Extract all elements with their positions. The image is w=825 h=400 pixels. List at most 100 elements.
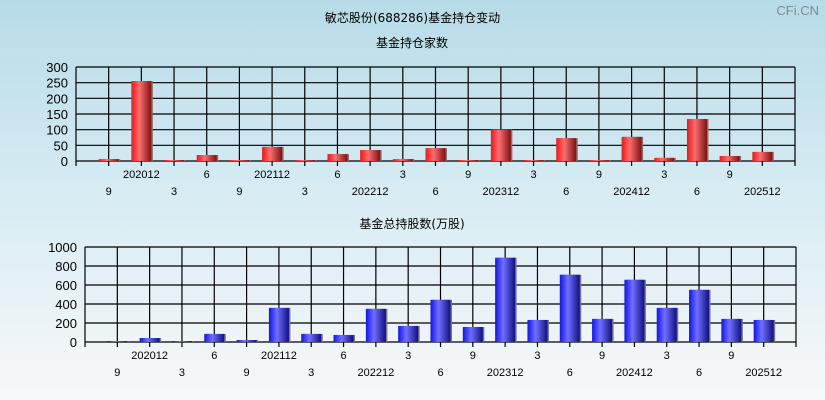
x-tick-label: 3	[171, 186, 177, 198]
bar	[98, 159, 119, 161]
x-tick-label: 202012	[123, 169, 160, 181]
x-tick-label: 6	[204, 169, 210, 181]
bar	[588, 160, 609, 161]
x-tick-label: 6	[696, 367, 702, 379]
x-tick-label: 3	[179, 367, 185, 379]
bar	[621, 136, 642, 161]
x-tick-label: 202312	[483, 186, 520, 198]
x-tick-label: 6	[563, 186, 569, 198]
y-tick-label: 1000	[48, 240, 77, 255]
x-tick-label: 202412	[613, 186, 650, 198]
bar	[236, 340, 257, 342]
chart-title-holders: 基金持仓家数	[376, 35, 448, 50]
bar	[495, 257, 516, 342]
y-tick-label: 250	[46, 76, 68, 91]
bar	[462, 326, 483, 342]
x-tick-label: 3	[534, 350, 540, 362]
bar	[360, 150, 381, 161]
bar	[262, 146, 283, 161]
x-tick-label: 202212	[358, 367, 395, 379]
x-tick-label: 6	[437, 367, 443, 379]
x-tick-label: 202312	[487, 367, 524, 379]
y-tick-label: 50	[54, 138, 68, 153]
y-tick-label: 100	[46, 123, 68, 138]
bar	[592, 318, 613, 342]
bar	[204, 333, 225, 342]
x-tick-label: 3	[661, 169, 667, 181]
bar	[430, 299, 451, 342]
bar	[131, 81, 152, 161]
bar	[752, 151, 773, 161]
bar	[556, 138, 577, 161]
x-tick-label: 202012	[131, 350, 168, 362]
bar	[398, 325, 419, 342]
bar	[229, 160, 250, 161]
bar	[490, 129, 511, 161]
x-tick-label: 9	[106, 186, 112, 198]
bar	[333, 334, 354, 342]
chart-main-title: 敏芯股份(688286)基金持仓变动	[324, 11, 501, 25]
x-tick-label: 9	[465, 169, 471, 181]
x-tick-label: 9	[236, 186, 242, 198]
x-tick-label: 202512	[744, 186, 781, 198]
bar	[171, 341, 192, 342]
bar	[527, 319, 548, 342]
bar	[686, 119, 707, 161]
bar	[559, 274, 580, 342]
y-tick-label: 400	[55, 297, 77, 312]
bar	[624, 279, 645, 342]
x-tick-label: 6	[432, 186, 438, 198]
bar	[654, 157, 675, 161]
x-tick-label: 9	[727, 169, 733, 181]
y-tick-label: 200	[55, 316, 77, 331]
bar	[753, 319, 774, 342]
x-tick-label: 6	[340, 350, 346, 362]
x-tick-label: 6	[694, 186, 700, 198]
x-tick-label: 202512	[745, 367, 782, 379]
watermark-logo: CFi.CN	[776, 3, 819, 18]
bar	[107, 341, 128, 342]
bar	[164, 160, 185, 161]
bar	[268, 307, 289, 342]
x-tick-label: 6	[211, 350, 217, 362]
x-tick-label: 202412	[616, 367, 653, 379]
bar	[719, 155, 740, 161]
y-tick-label: 800	[55, 259, 77, 274]
bar	[294, 160, 315, 161]
y-tick-label: 0	[61, 154, 68, 169]
bar	[196, 155, 217, 161]
x-tick-label: 6	[567, 367, 573, 379]
bar	[689, 289, 710, 342]
x-tick-label: 9	[596, 169, 602, 181]
x-tick-label: 202112	[254, 169, 290, 181]
bar	[139, 338, 160, 342]
bar	[656, 307, 677, 342]
y-tick-label: 150	[46, 107, 68, 122]
x-tick-label: 6	[334, 169, 340, 181]
chart-title-shares: 基金总持股数(万股)	[359, 216, 464, 231]
shares-chart: 0 200 400 600 800 1000 9 202012 3 6 9 202112 3 6 20221…	[48, 240, 797, 379]
x-tick-label: 9	[114, 367, 120, 379]
x-tick-label: 3	[302, 186, 308, 198]
x-tick-label: 3	[405, 350, 411, 362]
x-tick-label: 3	[664, 350, 670, 362]
bar	[458, 160, 479, 161]
x-tick-label: 202112	[261, 350, 297, 362]
bar	[327, 154, 348, 161]
x-tick-label: 9	[599, 350, 605, 362]
bar	[365, 308, 386, 342]
x-tick-label: 9	[470, 350, 476, 362]
x-tick-label: 9	[244, 367, 250, 379]
y-tick-label: 0	[70, 335, 77, 350]
bar	[392, 159, 413, 161]
bar	[523, 160, 544, 161]
y-tick-label: 200	[46, 91, 68, 106]
x-tick-label: 3	[308, 367, 314, 379]
bar	[301, 333, 322, 342]
x-tick-label: 3	[400, 169, 406, 181]
x-tick-label: 202212	[352, 186, 389, 198]
x-tick-label: 9	[728, 350, 734, 362]
bar	[425, 148, 446, 161]
